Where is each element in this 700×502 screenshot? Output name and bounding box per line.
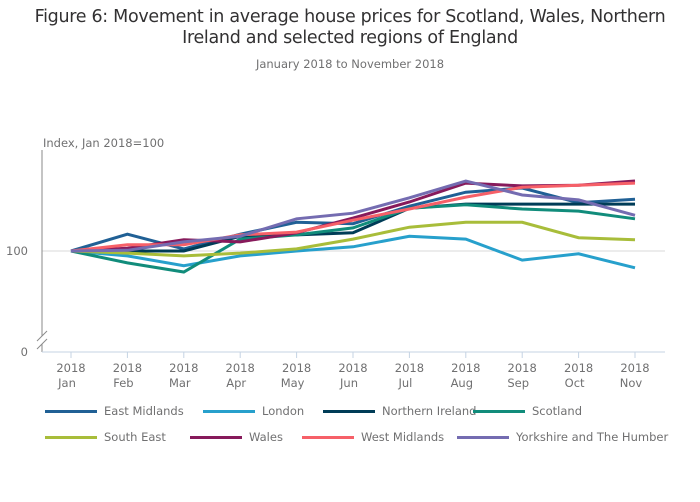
x-tick-label-month: May xyxy=(281,376,305,390)
x-tick-label-year: 2018 xyxy=(508,361,537,375)
x-tick-label-year: 2018 xyxy=(338,361,367,375)
axis-break-mark xyxy=(36,338,48,350)
legend-swatch xyxy=(45,435,97,439)
x-tick-label-year: 2018 xyxy=(620,361,649,375)
legend-item[interactable]: West Midlands xyxy=(302,430,444,444)
x-tick-label-year: 2018 xyxy=(451,361,480,375)
legend-label: Scotland xyxy=(532,404,582,418)
x-tick-label-month: Feb xyxy=(113,376,133,390)
x-tick-label-year: 2018 xyxy=(226,361,255,375)
legend-swatch xyxy=(323,409,375,413)
x-tick-label-year: 2018 xyxy=(169,361,198,375)
legend-swatch xyxy=(302,435,354,439)
x-tick-label-year: 2018 xyxy=(56,361,85,375)
legend-label: Northern Ireland xyxy=(382,404,477,418)
series-line-london xyxy=(70,234,636,270)
legend-label: East Midlands xyxy=(104,404,184,418)
legend-label: Wales xyxy=(249,430,283,444)
series-lines xyxy=(70,179,636,274)
x-tick-label-year: 2018 xyxy=(395,361,424,375)
legend-item[interactable]: Scotland xyxy=(473,404,582,418)
x-tick-label-month: Jan xyxy=(57,376,76,390)
x-tick-label-month: Aug xyxy=(451,376,473,390)
series-line-south-east xyxy=(70,220,636,258)
legend-swatch xyxy=(457,435,509,439)
series-line-yorkshire-and-the-humber xyxy=(70,179,636,253)
legend-row: South East Wales West Midlands Yorkshire an… xyxy=(45,430,685,456)
y-axis-label: Index, Jan 2018=100 xyxy=(43,136,165,150)
legend-item[interactable]: South East xyxy=(45,430,166,444)
legend-item[interactable]: Yorkshire and The Humber xyxy=(457,430,668,444)
chart-title-line-2: Ireland and selected regions of England xyxy=(182,28,518,48)
series-line-northern-ireland xyxy=(71,202,635,253)
legend: East Midlands London Northern Ireland Scotl… xyxy=(45,404,685,456)
legend-swatch xyxy=(45,409,97,413)
legend-label: Yorkshire and The Humber xyxy=(516,430,669,444)
legend-item[interactable]: East Midlands xyxy=(45,404,184,418)
legend-item[interactable]: London xyxy=(203,404,304,418)
x-tick-label-month: Jun xyxy=(339,376,358,390)
x-tick-label-month: Oct xyxy=(565,376,585,390)
x-tick-label-year: 2018 xyxy=(113,361,142,375)
y-tick-label: 0 xyxy=(21,345,28,359)
chart-subtitle: January 2018 to November 2018 xyxy=(255,57,445,71)
legend-item[interactable]: Northern Ireland xyxy=(323,404,476,418)
chart-title: Figure 6: Movement in average house pric… xyxy=(0,7,700,49)
legend-swatch xyxy=(190,435,242,439)
legend-swatch xyxy=(473,409,525,413)
legend-swatch xyxy=(203,409,255,413)
chart-title-line-1: Figure 6: Movement in average house pric… xyxy=(34,7,666,27)
legend-label: South East xyxy=(104,430,166,444)
x-tick-label-month: Sep xyxy=(507,376,529,390)
series-line-scotland xyxy=(70,203,636,274)
x-tick-label-year: 2018 xyxy=(282,361,311,375)
legend-row: East Midlands London Northern Ireland Scotl… xyxy=(45,404,685,430)
x-tick-label-month: Mar xyxy=(169,376,191,390)
legend-item[interactable]: Wales xyxy=(190,430,283,444)
legend-label: West Midlands xyxy=(361,430,445,444)
x-tick-label-year: 2018 xyxy=(564,361,593,375)
x-tick-label-month: Nov xyxy=(620,376,643,390)
x-axis-ticks: 2018Jan2018Feb2018Mar2018Apr2018May2018J… xyxy=(56,352,650,390)
axis-break-mark xyxy=(36,330,48,342)
x-tick-label-month: Apr xyxy=(226,376,246,390)
y-tick-label: 100 xyxy=(6,244,28,258)
x-tick-label-month: Jul xyxy=(397,376,412,390)
y-axis-ticks: 0 100 xyxy=(6,244,28,359)
legend-label: London xyxy=(262,404,305,418)
